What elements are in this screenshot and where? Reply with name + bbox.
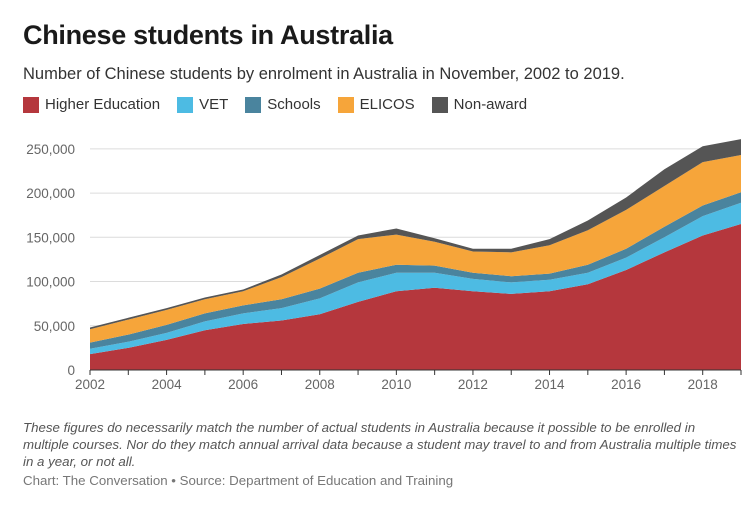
x-tick-label: 2002 (75, 377, 105, 392)
area-chart: 0 50,000 100,000 150,000 200,000 250,000 2002… (26, 139, 742, 392)
legend-label: Schools (267, 96, 321, 113)
legend-swatch (337, 96, 354, 113)
x-tick-label: 2014 (535, 377, 566, 392)
y-tick-label: 200,000 (26, 186, 75, 201)
area-schools (90, 192, 741, 349)
legend-label: VET (199, 96, 229, 113)
x-tick-label: 2012 (458, 377, 488, 392)
x-tick-label: 2018 (688, 377, 718, 392)
x-axis: 2002 2004 2006 2008 2010 2012 2014 2016 2018 (75, 369, 742, 392)
x-tick-label: 2016 (611, 377, 641, 392)
chart-subtitle: Number of Chinese students by enrolment … (23, 65, 625, 83)
chart-title: Chinese students in Australia (23, 20, 393, 50)
legend-item-higher-education: Higher Education (23, 96, 160, 113)
y-tick-label: 0 (67, 363, 75, 378)
legend-swatch (431, 96, 448, 113)
stacked-areas (90, 139, 741, 370)
y-tick-label: 50,000 (34, 319, 75, 334)
legend-label: Non-award (453, 96, 528, 113)
source-credit: Chart: The Conversation • Source: Depart… (23, 473, 454, 488)
legend-swatch (245, 96, 262, 113)
legend-swatch (23, 96, 39, 113)
y-axis: 0 50,000 100,000 150,000 200,000 250,000 (26, 142, 75, 378)
legend: Higher Education VET Schools ELICOS Non-awar… (23, 96, 544, 113)
legend-item-elicos: ELICOS (337, 96, 415, 113)
x-tick-label: 2008 (305, 377, 335, 392)
legend-item-schools: Schools (245, 96, 321, 113)
legend-label: Higher Education (45, 96, 161, 113)
legend-label: ELICOS (359, 96, 415, 113)
legend-swatch (177, 96, 194, 113)
area-non-award (90, 139, 741, 330)
x-tick-label: 2004 (152, 377, 183, 392)
x-tick-label: 2010 (381, 377, 411, 392)
area-higher-education (90, 224, 741, 370)
y-tick-label: 150,000 (26, 230, 75, 245)
y-tick-label: 100,000 (26, 275, 75, 290)
area-vet (90, 202, 741, 355)
area-elicos (90, 155, 741, 343)
footnote: These figures do necessarily match the n… (23, 420, 737, 469)
x-tick-label: 2006 (228, 377, 258, 392)
legend-item-vet: VET (177, 96, 228, 113)
legend-item-non-award: Non-award (431, 96, 528, 113)
y-tick-label: 250,000 (26, 142, 75, 157)
